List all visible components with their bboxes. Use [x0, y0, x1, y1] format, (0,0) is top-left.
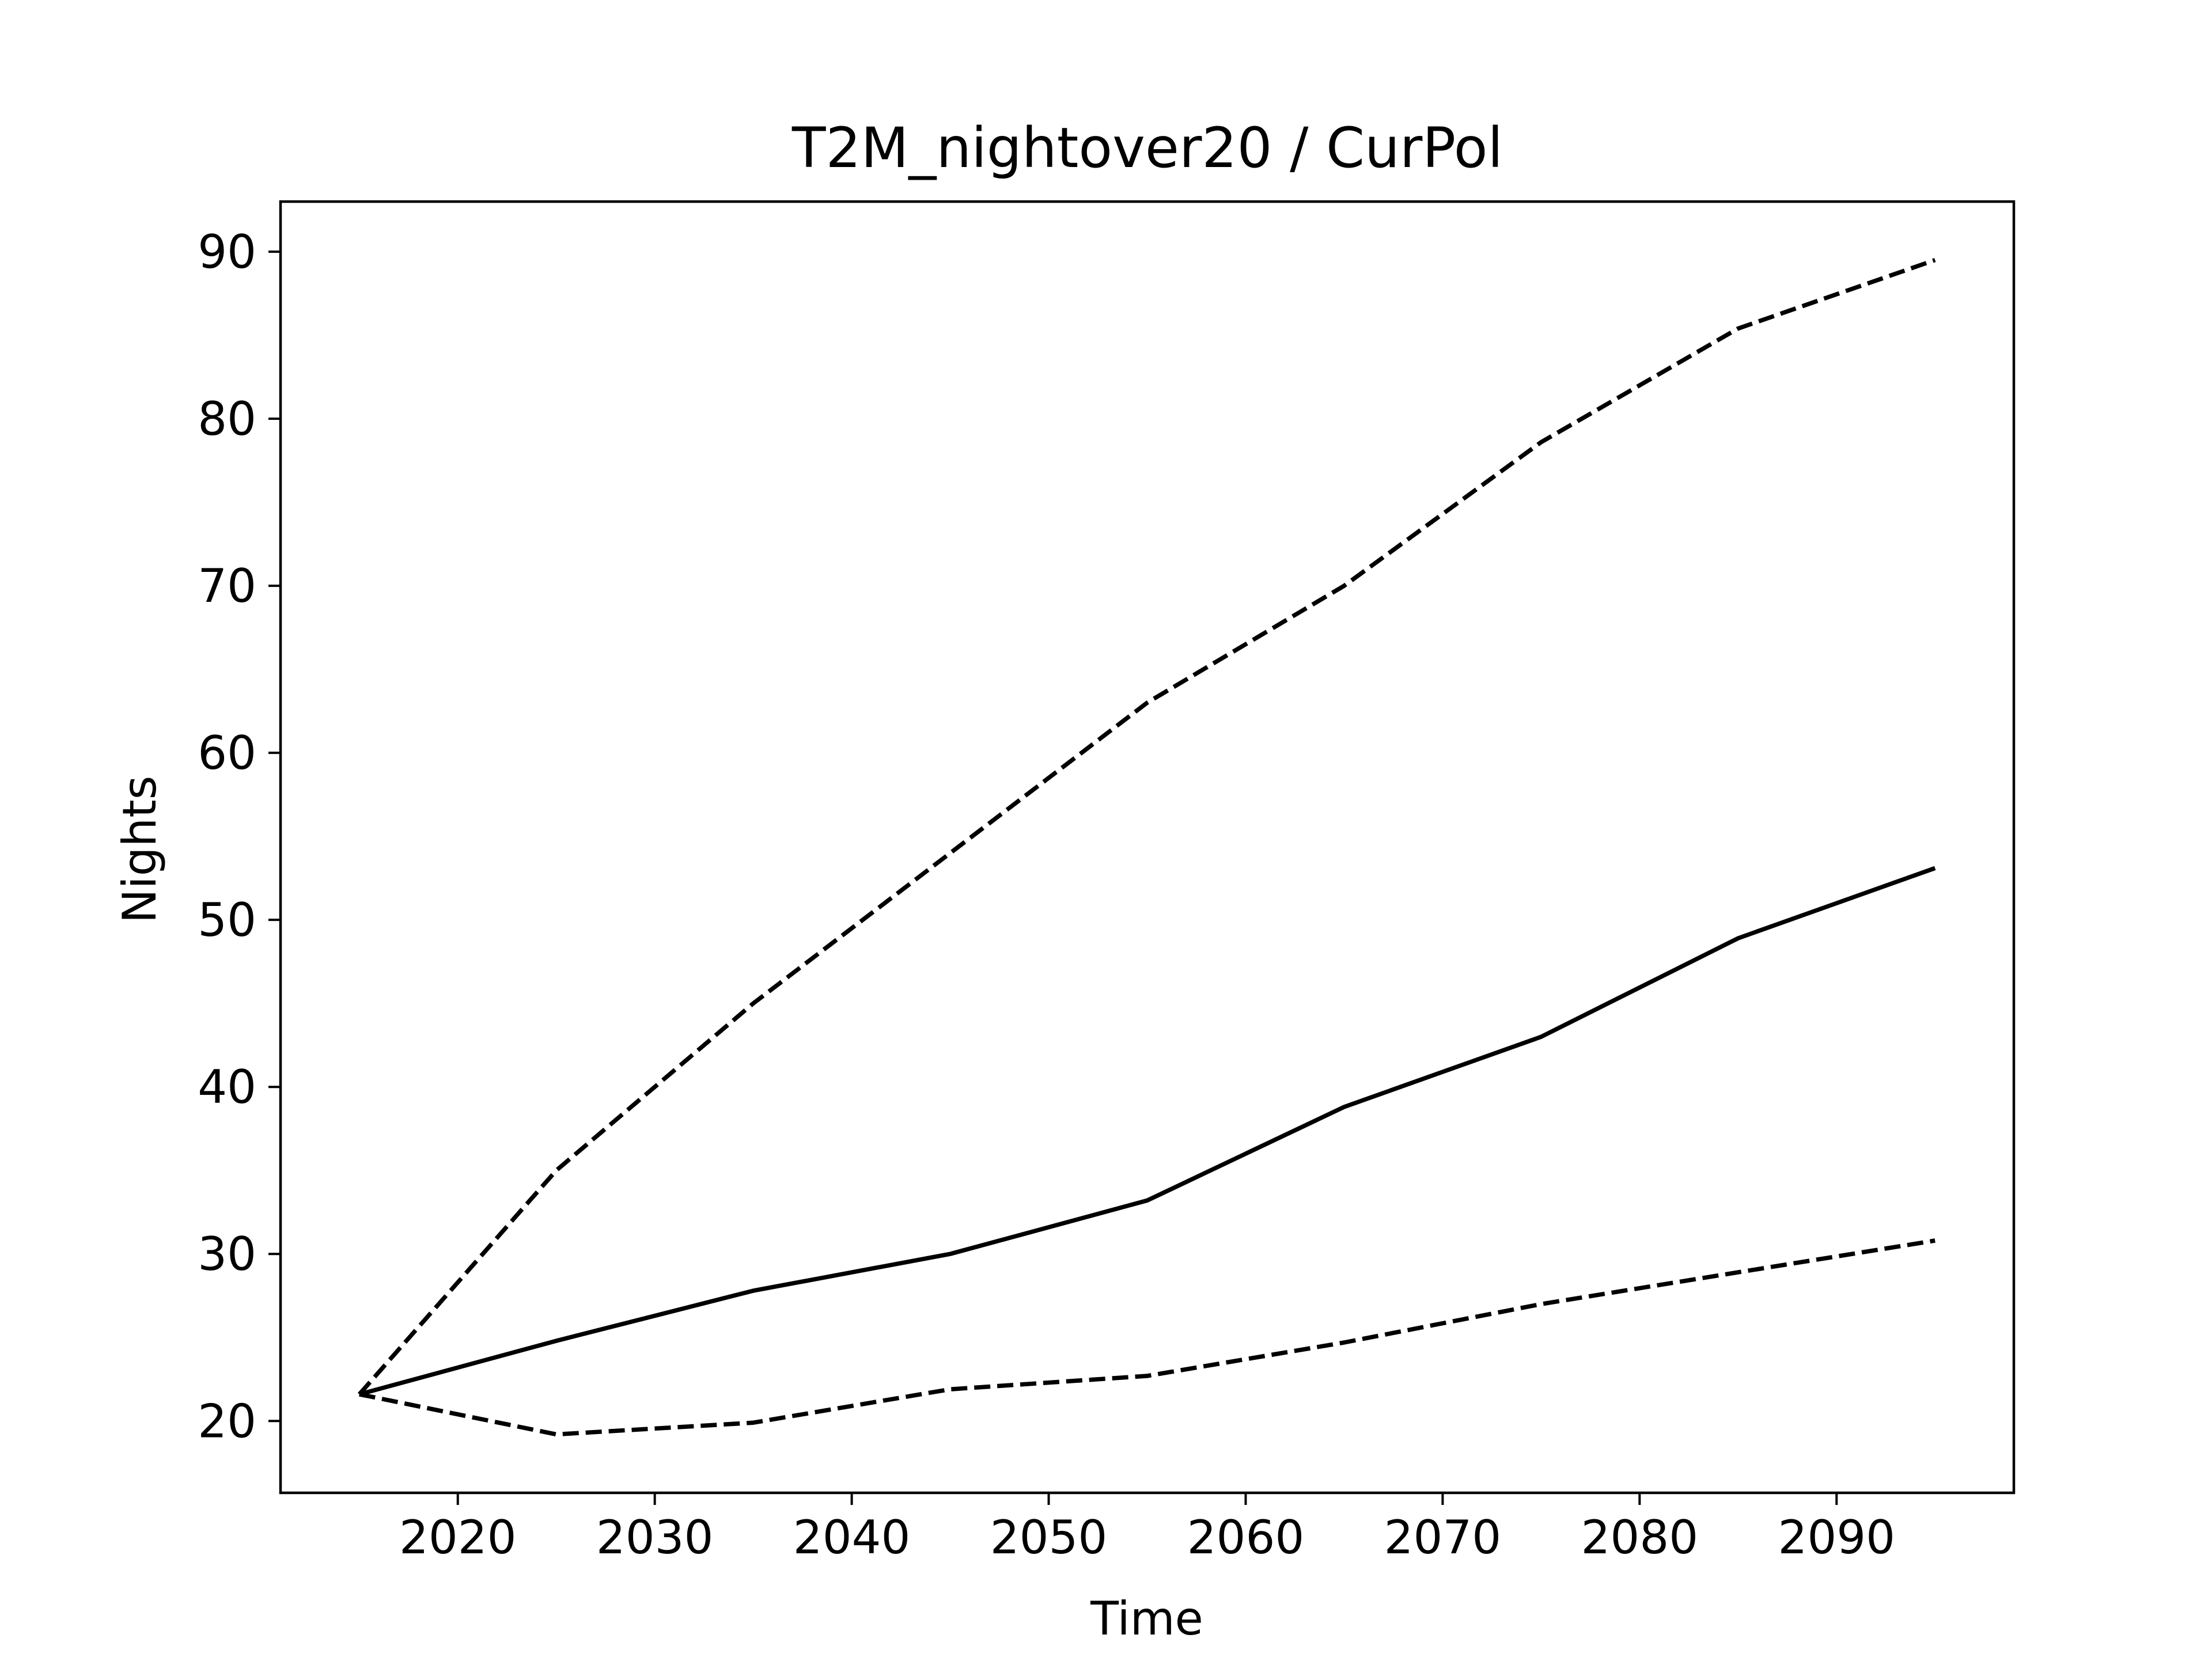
y-axis-label: Nights: [113, 776, 166, 924]
x-tick-label: 2020: [399, 1511, 517, 1564]
y-tick-label: 80: [198, 392, 256, 446]
series-line-2: [357, 257, 1936, 1396]
y-tick-label: 60: [198, 726, 256, 780]
y-tick-label: 20: [198, 1394, 256, 1448]
x-tick-label: 2060: [1187, 1511, 1305, 1564]
x-tick-label: 2080: [1581, 1511, 1699, 1564]
series-layer: [357, 257, 1936, 1437]
x-tick-label: 2070: [1384, 1511, 1502, 1564]
x-axis-ticks: 2020 2030 2040 2050 2060 2070 2080 2090: [399, 1493, 1895, 1564]
y-axis-ticks: 20 30 40 50 60 70 80 90: [198, 225, 281, 1448]
x-tick-label: 2040: [793, 1511, 911, 1564]
chart-title: T2M_nightover20 / CurPol: [791, 116, 1503, 180]
y-tick-label: 70: [198, 559, 256, 613]
y-tick-label: 90: [198, 225, 256, 279]
series-line-1: [358, 866, 1936, 1397]
plot-frame: [279, 200, 2016, 1495]
series-line-3: [359, 1238, 1936, 1437]
x-tick-label: 2090: [1778, 1511, 1895, 1564]
x-tick-label: 2030: [596, 1511, 714, 1564]
x-axis-label: Time: [1090, 1592, 1203, 1645]
x-tick-label: 2050: [990, 1511, 1108, 1564]
y-tick-label: 40: [198, 1060, 256, 1114]
y-tick-label: 50: [198, 893, 256, 947]
y-tick-label: 30: [198, 1227, 256, 1281]
